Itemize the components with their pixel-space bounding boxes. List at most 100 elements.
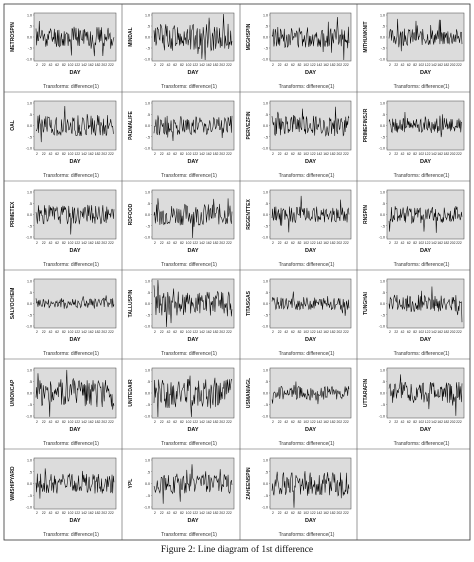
y-tick-label: 0.0 — [145, 124, 150, 128]
x-tick-label: 62 — [291, 330, 295, 334]
transform-note: Transforms: difference(1) — [394, 173, 450, 179]
y-tick-label: -1.0 — [379, 58, 385, 62]
x-tick-label: 62 — [173, 63, 177, 67]
y-tick-label: .5 — [265, 113, 268, 117]
y-tick-label: 0.0 — [145, 392, 150, 396]
x-tick-label: 62 — [55, 63, 59, 67]
y-tick-label: 0.0 — [145, 213, 150, 217]
series-line — [153, 198, 233, 239]
x-tick-label: 42 — [284, 511, 288, 515]
transform-note: Transforms: difference(1) — [279, 262, 335, 268]
y-tick-label: -1.0 — [26, 58, 32, 62]
x-tick-label: 182 — [444, 241, 450, 245]
x-axis-label: DAY — [305, 248, 316, 254]
y-tick-label: 1.0 — [145, 369, 150, 373]
x-tick-label: 82 — [413, 152, 417, 156]
x-tick-label: 122 — [310, 63, 316, 67]
y-axis-label: MEGHSPIN — [246, 23, 252, 50]
chart-panel-regenttex: 1.0.50.0-.5-1.02 22 42 62 82 102 122 142 162 182 2… — [246, 189, 352, 268]
x-tick-label: 42 — [49, 511, 53, 515]
x-tick-label: 162 — [206, 511, 212, 515]
series-line — [271, 195, 350, 233]
y-tick-label: 0.0 — [380, 392, 385, 396]
x-tick-label: 22 — [278, 241, 282, 245]
chart-panel-unioncap: 1.0.50.0-.5-1.02 22 42 62 82 102 122 142 162 182 2… — [10, 367, 117, 447]
x-tick-label: 222 — [108, 420, 114, 424]
x-tick-label: 62 — [173, 241, 177, 245]
x-axis-label: DAY — [187, 70, 198, 76]
x-tick-label: 82 — [413, 420, 417, 424]
transform-note: Transforms: difference(1) — [279, 441, 335, 447]
series-line — [35, 468, 115, 499]
x-tick-label: 142 — [81, 63, 87, 67]
figure-caption: Figure 2: Line diagram of 1st difference — [160, 545, 314, 555]
x-tick-label: 82 — [62, 511, 66, 515]
x-tick-label: 42 — [167, 63, 171, 67]
x-tick-label: 122 — [425, 330, 431, 334]
y-tick-label: -1.0 — [262, 506, 268, 510]
x-axis-label: DAY — [305, 337, 316, 343]
x-tick-label: 162 — [88, 511, 94, 515]
x-tick-label: 142 — [317, 330, 323, 334]
x-tick-label: 222 — [226, 330, 232, 334]
x-tick-label: 202 — [219, 63, 225, 67]
transform-note: Transforms: difference(1) — [43, 173, 99, 179]
y-tick-label: 0.0 — [27, 392, 32, 396]
x-tick-label: 62 — [55, 420, 59, 424]
x-tick-label: 222 — [343, 511, 349, 515]
x-tick-label: 122 — [75, 420, 81, 424]
x-tick-label: 82 — [180, 152, 184, 156]
chart-panel-metrospin: 1.0.50.0-.5-1.02 22 42 62 82 102 122 142 162 182 2… — [10, 12, 117, 90]
transform-note: Transforms: difference(1) — [43, 441, 99, 447]
x-tick-label: 62 — [173, 152, 177, 156]
x-tick-label: 202 — [219, 241, 225, 245]
x-tick-label: 122 — [75, 241, 81, 245]
y-tick-label: 1.0 — [145, 459, 150, 463]
y-tick-label: -1.0 — [26, 236, 32, 240]
x-tick-label: 182 — [213, 511, 219, 515]
x-tick-label: 182 — [95, 511, 101, 515]
y-tick-label: 0.0 — [380, 36, 385, 40]
x-tick-label: 82 — [62, 241, 66, 245]
y-tick-label: .5 — [147, 470, 150, 474]
y-axis-label: USMANIAGL — [246, 378, 252, 408]
y-tick-label: -.5 — [381, 313, 385, 317]
x-tick-label: 122 — [425, 241, 431, 245]
x-tick-label: 122 — [310, 152, 316, 156]
y-tick-label: 1.0 — [263, 191, 268, 195]
y-tick-label: 0.0 — [380, 213, 385, 217]
y-tick-label: -1.0 — [26, 506, 32, 510]
y-tick-label: 1.0 — [27, 102, 32, 106]
y-tick-label: -.5 — [146, 135, 150, 139]
x-tick-label: 82 — [298, 152, 302, 156]
x-tick-label: 222 — [226, 241, 232, 245]
x-tick-label: 122 — [193, 420, 199, 424]
y-tick-label: .5 — [382, 291, 385, 295]
y-tick-label: .5 — [147, 25, 150, 29]
y-axis-label: PERVEZFIN — [246, 111, 252, 139]
y-tick-label: 1.0 — [380, 102, 385, 106]
x-tick-label: 162 — [88, 63, 94, 67]
y-axis-label: UNITEDAIR — [128, 379, 134, 407]
plot-area — [386, 278, 465, 329]
series-line — [271, 106, 350, 137]
y-tick-label: .5 — [147, 380, 150, 384]
figure-panel-grid: 1.0.50.0-.5-1.02 22 42 62 82 102 122 142 162 182 2… — [3, 3, 471, 541]
y-tick-label: -.5 — [28, 224, 32, 228]
plot-area — [151, 457, 235, 510]
series-line — [388, 112, 463, 138]
x-tick-label: 162 — [323, 152, 329, 156]
x-tick-label: 62 — [173, 511, 177, 515]
x-tick-label: 162 — [206, 152, 212, 156]
y-tick-label: 1.0 — [380, 280, 385, 284]
x-axis-label: DAY — [69, 248, 80, 254]
transform-note: Transforms: difference(1) — [279, 173, 335, 179]
series-line — [35, 21, 115, 57]
x-tick-label: 102 — [186, 241, 192, 245]
x-tick-label: 162 — [206, 241, 212, 245]
x-tick-label: 2 — [36, 511, 38, 515]
chart-panel-padmalife: 1.0.50.0-.5-1.02 22 42 62 82 102 122 142 162 182 2… — [128, 100, 235, 179]
x-tick-label: 42 — [167, 152, 171, 156]
x-tick-label: 142 — [317, 63, 323, 67]
x-tick-label: 122 — [75, 511, 81, 515]
